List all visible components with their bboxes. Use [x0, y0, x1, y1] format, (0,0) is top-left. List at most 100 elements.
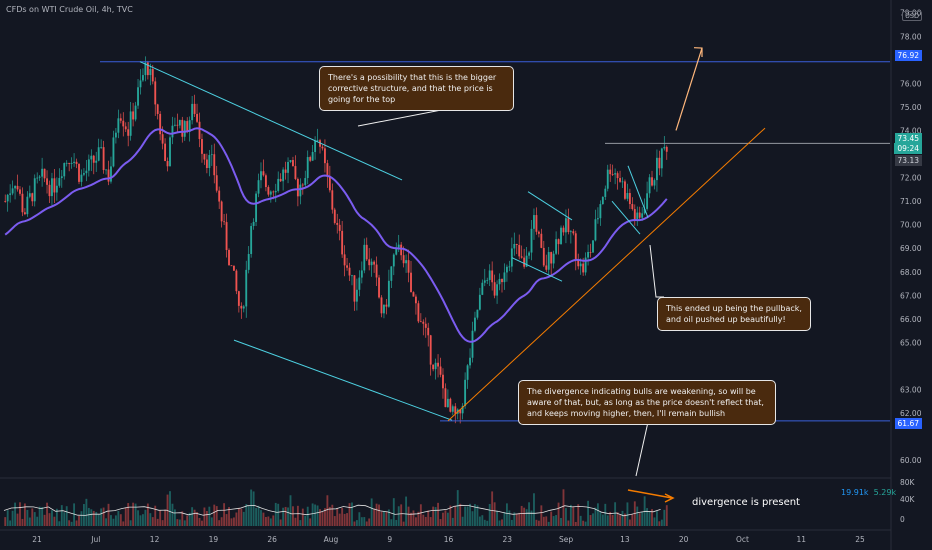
candle-body [515, 243, 518, 246]
volume-bar [474, 504, 476, 526]
candle-body [555, 239, 558, 254]
volume-bar [501, 519, 503, 526]
currency-badge[interactable]: USD [902, 11, 922, 21]
volume-bar [319, 509, 321, 526]
candle-body [4, 201, 7, 202]
candle-body [498, 278, 501, 285]
callout-pullback[interactable]: This ended up being the pullback, and oi… [657, 297, 811, 331]
candle-body [87, 159, 90, 171]
chart-grid [0, 477, 891, 531]
candle-body [542, 247, 545, 266]
candle-body [311, 152, 314, 161]
volume-bar [144, 509, 147, 526]
candle-body [574, 233, 577, 260]
candle-body [73, 161, 76, 163]
volume-bar [220, 517, 223, 526]
volume-bar [606, 515, 609, 526]
price-box-current: 73.45 [894, 133, 922, 144]
candle-body [105, 169, 107, 171]
candle-body [488, 270, 491, 280]
candle-body [110, 166, 112, 182]
volume-bar [619, 515, 621, 526]
candle-body [159, 113, 162, 135]
volume-bar [28, 517, 31, 526]
callout-pointer-divergence [635, 421, 656, 477]
candle-body [287, 161, 289, 173]
volume-bar [60, 505, 63, 526]
candle-body [562, 227, 565, 233]
price-tick-label: 78.00 [900, 32, 922, 41]
candle-body [122, 120, 125, 127]
volume-bar [107, 503, 110, 526]
volume-bar [537, 520, 540, 526]
candle-body [407, 260, 410, 273]
drawing-overlays [4, 47, 890, 503]
candle-body [442, 374, 444, 389]
volume-bar [432, 506, 435, 526]
price-box-prev: 73.13 [894, 155, 922, 166]
volume-bar [169, 491, 171, 526]
volume-bar [338, 513, 341, 526]
volume-bar [624, 513, 626, 526]
price-tick-label: 75.00 [900, 103, 922, 112]
candle-body [395, 247, 398, 255]
candle-body [134, 105, 137, 120]
volume-bar [156, 518, 159, 526]
volume-bar [14, 502, 16, 526]
volume-bar [348, 503, 351, 526]
candle-body [129, 111, 132, 136]
volume-bar [641, 512, 644, 526]
candle-body [154, 81, 157, 105]
volume-bar [503, 512, 506, 526]
callout-corrective[interactable]: There's a possibility that this is the b… [319, 66, 514, 111]
candle-body [606, 169, 609, 189]
volume-bar [235, 512, 238, 526]
candle-body [496, 284, 499, 296]
volume-tick-label: 0 [900, 515, 905, 524]
volume-bar [225, 514, 228, 526]
candle-body [601, 196, 604, 205]
candle-body [658, 157, 661, 169]
volume-bar [33, 512, 36, 526]
candle-body [577, 259, 580, 267]
volume-bar [565, 508, 567, 526]
volume-bar [78, 515, 80, 526]
candle-body [201, 139, 203, 154]
price-box-countdown: 09:24 [894, 143, 922, 154]
volume-bar [336, 508, 339, 526]
volume-bar [596, 503, 599, 526]
candle-body [459, 409, 462, 414]
volume-bar [653, 517, 656, 526]
candle-body [535, 215, 538, 232]
volume-bar [164, 509, 167, 526]
volume-bar [11, 510, 14, 526]
volume-bar [188, 512, 191, 526]
candle-body [252, 221, 255, 227]
volume-bar [296, 505, 299, 526]
candle-body [299, 184, 302, 197]
candle-body [43, 168, 46, 179]
callout-divergence[interactable]: The divergence indicating bulls are weak… [518, 380, 776, 425]
candle-body [119, 118, 122, 121]
candle-body [474, 317, 476, 331]
volume-bar [469, 503, 471, 526]
volume-bar [663, 509, 666, 526]
candle-body [483, 280, 486, 283]
volume-bar [451, 517, 454, 526]
time-tick-label: 9 [387, 535, 392, 544]
candle-body [520, 256, 523, 258]
volume-bar [324, 508, 326, 526]
volume-bar [53, 516, 56, 526]
candle-body [68, 162, 71, 164]
candle-body [663, 146, 666, 149]
candle-body [127, 129, 130, 136]
volume-bar [299, 520, 302, 526]
volume-bar [444, 510, 447, 526]
volume-bar [395, 519, 398, 526]
volume-bar [552, 516, 555, 526]
candle-body [65, 162, 68, 164]
candle-body [55, 185, 58, 193]
candle-body [348, 267, 351, 276]
candle-body [434, 362, 437, 370]
